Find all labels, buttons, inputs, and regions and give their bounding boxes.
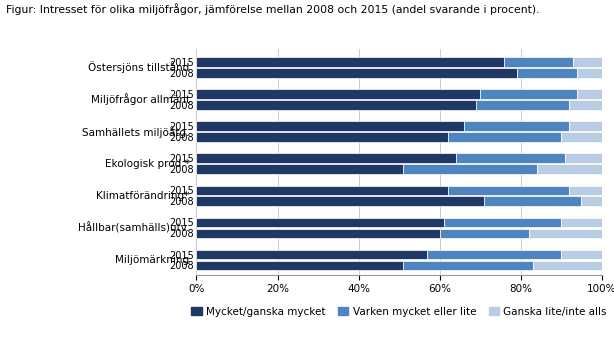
Bar [427,250,561,259]
Text: Miljöfrågor allmänt: Miljöfrågor allmänt [90,94,190,106]
Bar [505,57,573,67]
Bar [476,100,569,110]
Bar [565,153,602,163]
Bar [196,68,516,78]
Bar [196,218,444,227]
Bar [448,132,561,142]
Bar [529,228,602,238]
Bar [196,250,427,259]
Bar [464,121,569,131]
Bar [196,132,448,142]
Bar [444,218,561,227]
Text: Miljömärkning: Miljömärkning [115,255,190,265]
Bar [516,68,577,78]
Bar [533,260,602,270]
Bar [196,260,403,270]
Text: Figur: Intresset för olika miljöfrågor, jämförelse mellan 2008 och 2015 (andel s: Figur: Intresset för olika miljöfrågor, … [6,4,540,15]
Bar [196,164,403,174]
Bar [448,186,569,195]
Text: Östersjöns tillstånd: Östersjöns tillstånd [88,62,190,74]
Bar [440,228,529,238]
Bar [577,68,602,78]
Text: Samhällets miljöåtg.: Samhällets miljöåtg. [82,126,190,138]
Text: Hållbar(samhälls)utv.: Hållbar(samhälls)utv. [78,222,190,234]
Bar [484,196,581,206]
Legend: Mycket/ganska mycket, Varken mycket eller lite, Ganska lite/inte alls: Mycket/ganska mycket, Varken mycket elle… [192,307,607,317]
Bar [569,186,602,195]
Bar [456,153,565,163]
Bar [196,89,480,99]
Bar [581,196,602,206]
Bar [573,57,602,67]
Bar [577,89,602,99]
Text: Klimatförändring*: Klimatförändring* [96,191,190,201]
Bar [561,218,602,227]
Bar [196,228,440,238]
Bar [569,100,602,110]
Bar [403,164,537,174]
Bar [196,100,476,110]
Bar [537,164,602,174]
Bar [196,196,484,206]
Bar [569,121,602,131]
Bar [480,89,577,99]
Bar [403,260,533,270]
Bar [561,250,602,259]
Bar [196,57,505,67]
Bar [196,153,456,163]
Bar [561,132,602,142]
Bar [196,186,448,195]
Bar [196,121,464,131]
Text: Ekologisk prod.*: Ekologisk prod.* [105,159,190,169]
